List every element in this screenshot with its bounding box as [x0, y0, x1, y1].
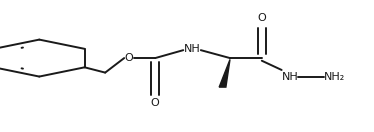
- Text: NH: NH: [184, 44, 201, 54]
- Text: NH₂: NH₂: [324, 72, 345, 82]
- Text: O: O: [257, 13, 266, 23]
- Text: O: O: [125, 53, 134, 63]
- Text: NH: NH: [282, 72, 298, 82]
- Text: O: O: [151, 98, 160, 108]
- Polygon shape: [219, 59, 230, 87]
